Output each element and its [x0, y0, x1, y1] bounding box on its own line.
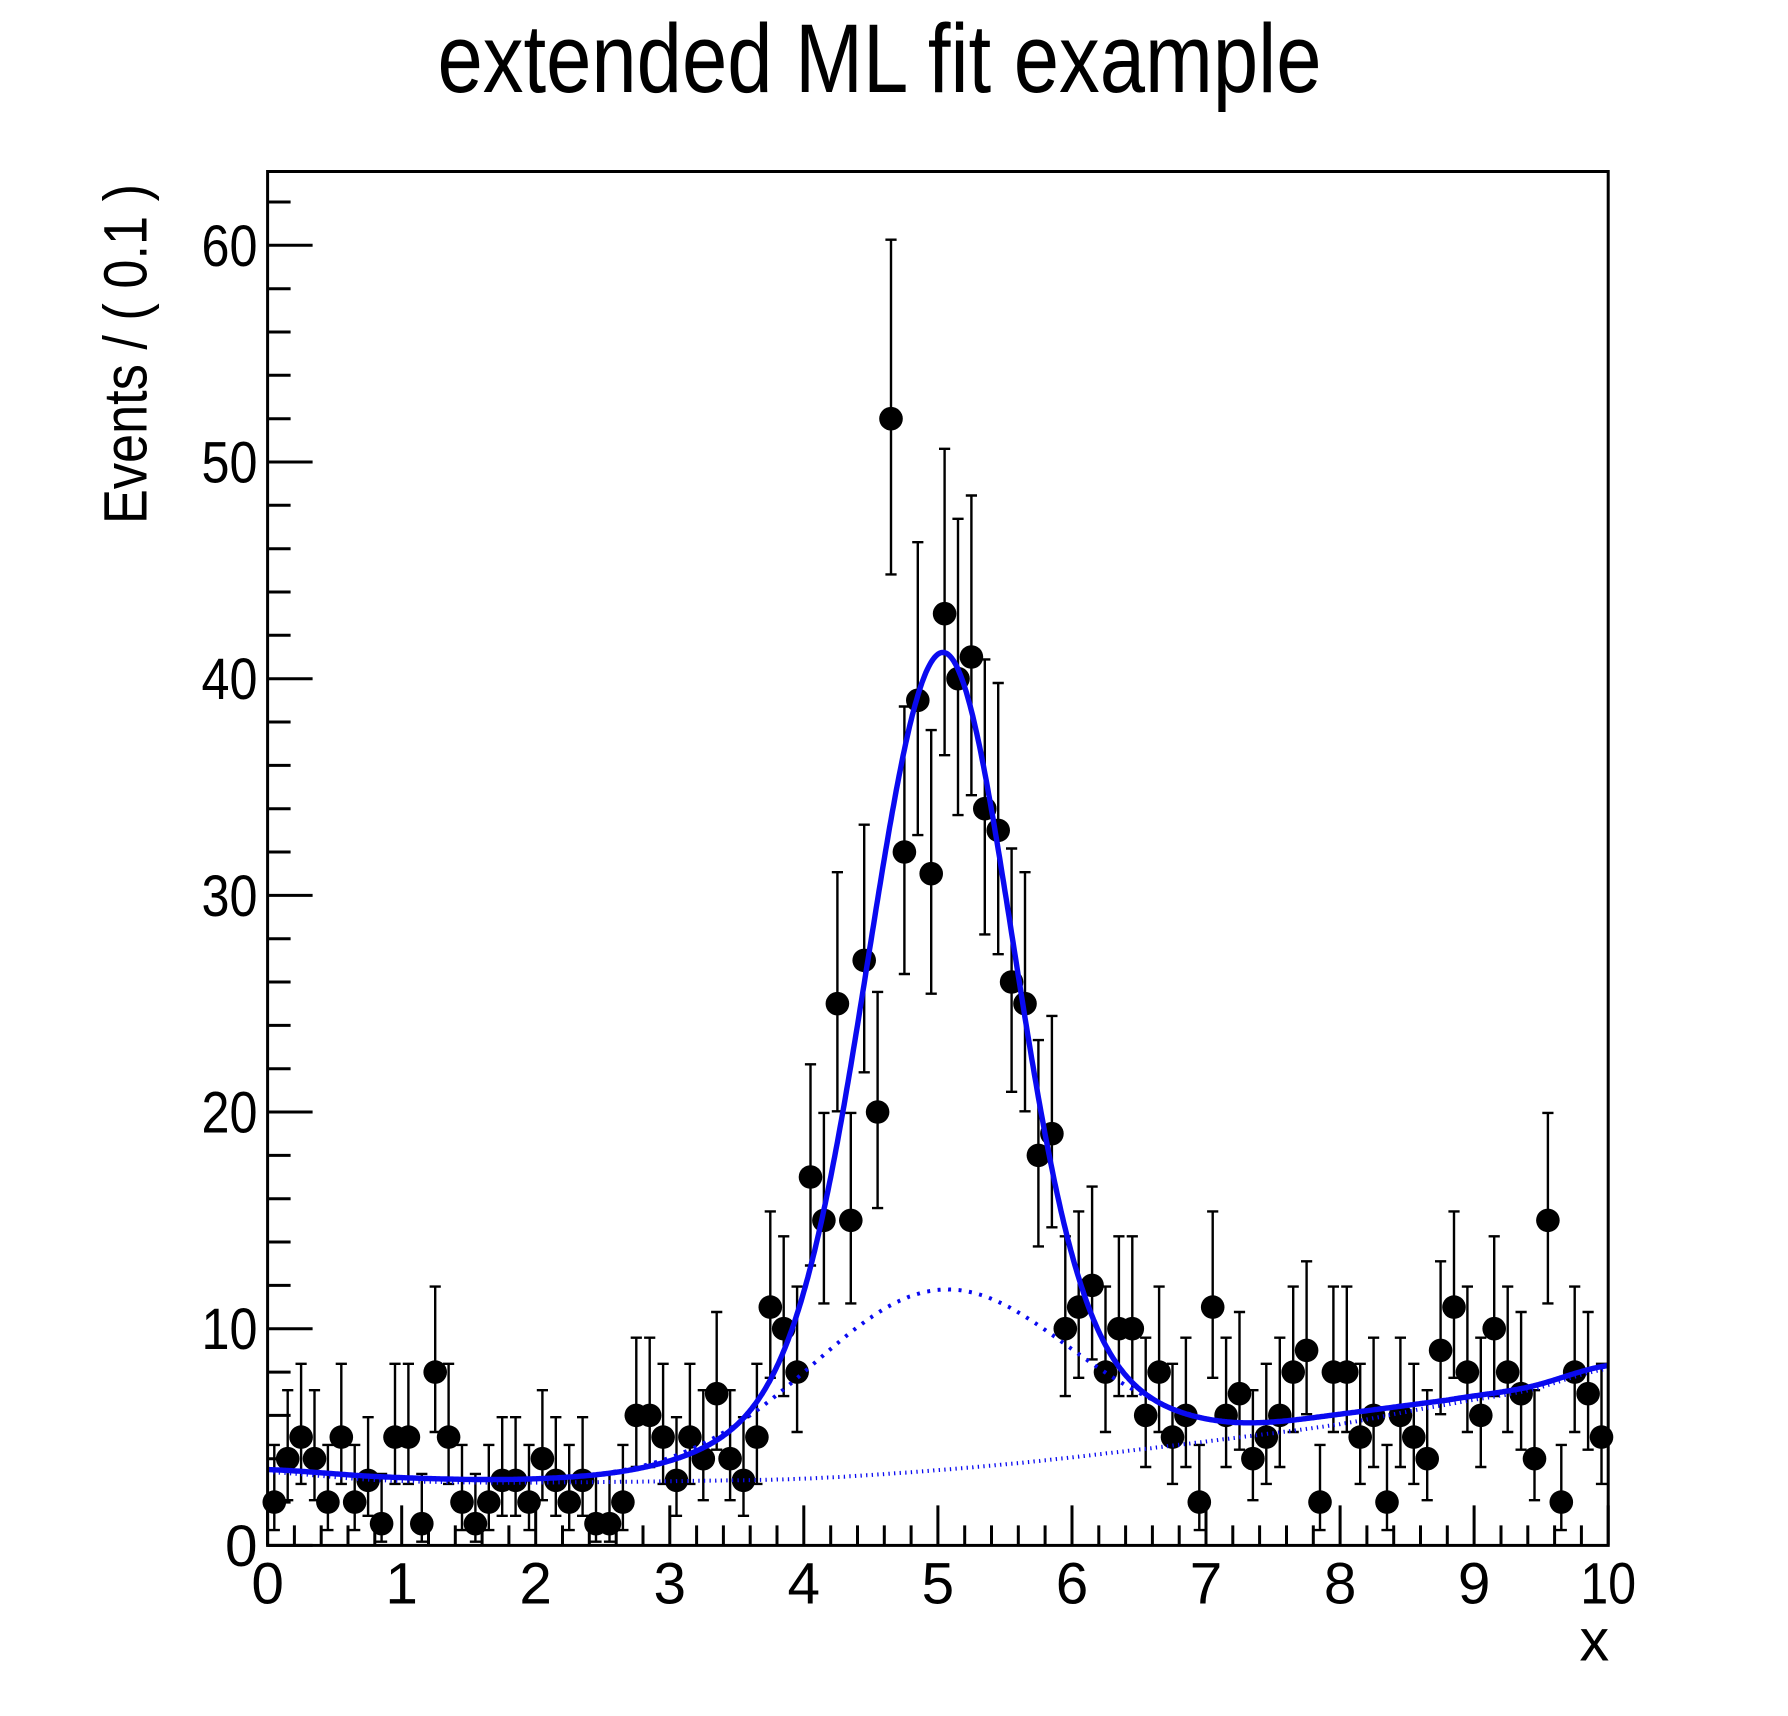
- svg-text:7: 7: [1190, 1552, 1223, 1617]
- svg-text:50: 50: [202, 431, 258, 496]
- svg-text:Events / ( 0.1 ): Events / ( 0.1 ): [92, 184, 160, 524]
- svg-text:extended ML fit example: extended ML fit example: [438, 4, 1322, 113]
- svg-text:6: 6: [1056, 1552, 1089, 1617]
- svg-text:3: 3: [654, 1552, 687, 1617]
- svg-text:5: 5: [922, 1552, 955, 1617]
- svg-text:60: 60: [202, 214, 258, 279]
- svg-text:1: 1: [385, 1552, 418, 1617]
- svg-text:0: 0: [225, 1514, 258, 1579]
- svg-text:10: 10: [1580, 1552, 1636, 1617]
- svg-text:10: 10: [202, 1297, 258, 1362]
- svg-text:0: 0: [251, 1552, 284, 1617]
- svg-text:20: 20: [202, 1081, 258, 1146]
- svg-text:8: 8: [1324, 1552, 1357, 1617]
- svg-text:4: 4: [788, 1552, 821, 1617]
- svg-text:2: 2: [519, 1552, 552, 1617]
- svg-text:9: 9: [1458, 1552, 1491, 1617]
- svg-text:30: 30: [202, 864, 258, 929]
- svg-text:40: 40: [202, 647, 258, 712]
- svg-text:x: x: [1580, 1607, 1610, 1674]
